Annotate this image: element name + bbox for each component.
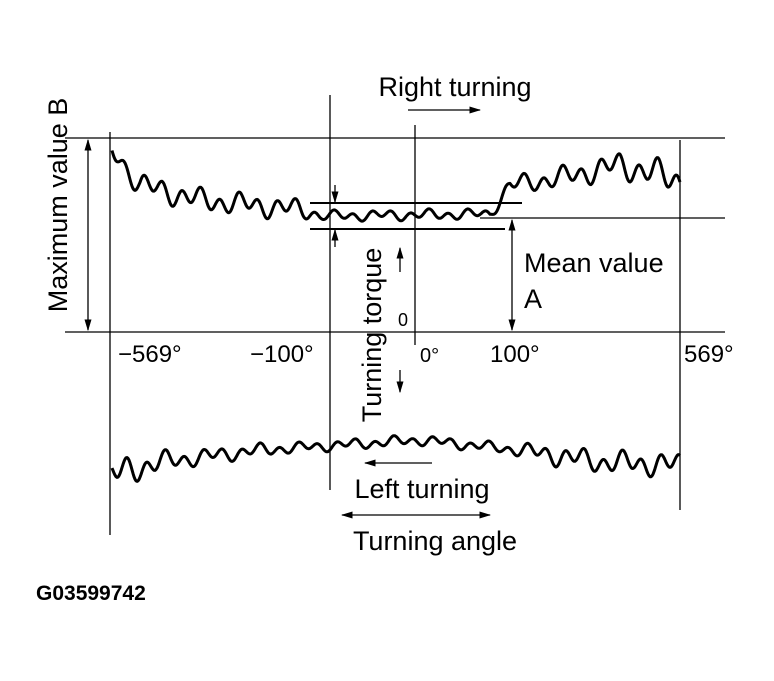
left-turning-label: Left turning	[354, 474, 489, 504]
turning-angle-label: Turning angle	[353, 526, 517, 556]
mean-value-letter: A	[524, 284, 542, 314]
right-turning-label: Right turning	[378, 72, 531, 102]
lower-waveform	[110, 434, 681, 483]
angle-label: 100°	[490, 341, 540, 368]
angle-label: −569°	[118, 341, 182, 368]
angle-label: 0°	[420, 345, 439, 367]
angle-label: −100°	[250, 341, 314, 368]
max-value-label: Maximum value B	[43, 98, 73, 313]
angle-label: 569°	[684, 341, 734, 368]
upper-waveform	[110, 150, 682, 223]
zero-label: 0	[398, 310, 408, 330]
figure-id: G03599742	[36, 582, 146, 605]
turning-torque-label: Turning torque	[357, 248, 387, 423]
mean-value-label: Mean value	[524, 248, 664, 278]
